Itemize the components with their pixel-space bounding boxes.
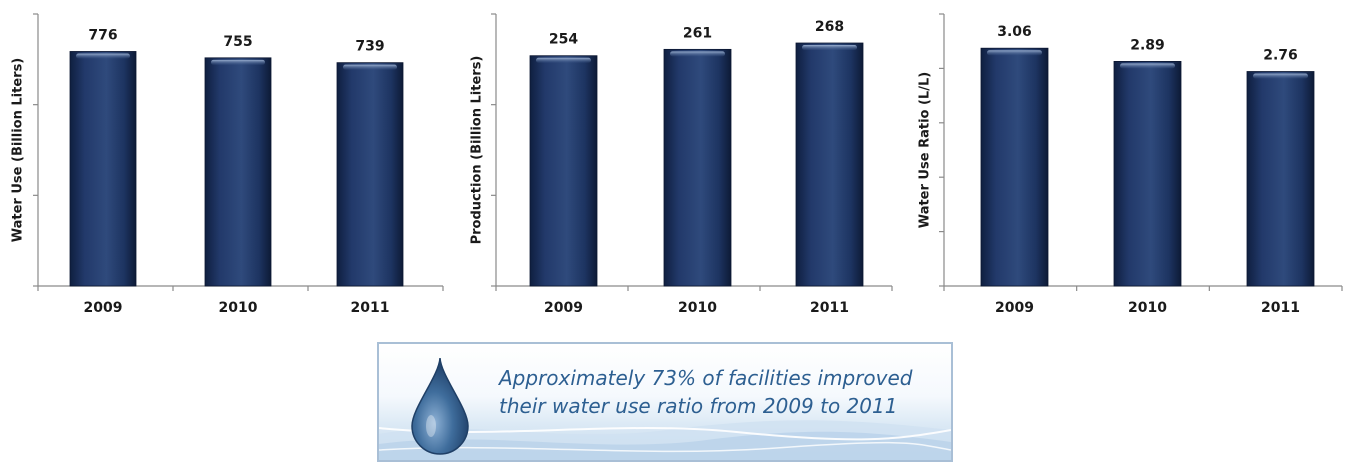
chart-water-use-ratio: Water Use Ratio (L/L) 3.06 2009 2.89 2010 2.7… (918, 13, 1343, 316)
bar-2011 (336, 62, 404, 287)
callout-box: Approximately 73% of facilities improved… (377, 342, 953, 462)
bar-highlight (987, 50, 1042, 56)
bar-highlight (343, 64, 397, 70)
y-axis-label: Water Use (Billion Liters) (11, 58, 26, 243)
bar-highlight (211, 59, 265, 65)
data-label: 755 (223, 34, 252, 50)
water-wave-decoration (379, 420, 951, 460)
chart-water-use: Water Use (Billion Liters) 776 2009 755 2010… (11, 13, 444, 316)
bar-highlight (1253, 73, 1308, 79)
charts-row: Water Use (Billion Liters) 776 2009 755 2010… (11, 13, 1343, 316)
bar-highlight (802, 45, 857, 51)
data-label: 3.06 (997, 24, 1032, 40)
x-tick-label: 2009 (544, 300, 583, 316)
callout-line-1: Approximately 73% of facilities improved (499, 366, 913, 390)
data-label: 268 (815, 19, 844, 35)
bar-highlight (536, 57, 591, 63)
x-tick-label: 2010 (1128, 300, 1167, 316)
data-label: 261 (683, 25, 712, 41)
x-tick-label: 2009 (995, 300, 1034, 316)
bar-2010 (663, 48, 732, 287)
bar-2009 (69, 51, 137, 287)
bar-highlight (670, 51, 725, 57)
data-label: 2.89 (1130, 37, 1165, 53)
data-label: 776 (88, 27, 117, 43)
x-tick-label: 2010 (219, 300, 258, 316)
bar-highlight (1120, 63, 1175, 69)
data-label: 2.76 (1263, 48, 1298, 64)
bar-highlight (76, 53, 130, 59)
x-tick-label: 2011 (351, 300, 390, 316)
chart-production: Production (Billion Liters) 254 2009 261 201… (470, 13, 893, 316)
bar-2011 (795, 42, 864, 287)
callout-line-2: their water use ratio from 2009 to 2011 (499, 394, 898, 418)
x-tick-label: 2011 (810, 300, 849, 316)
y-axis-label: Water Use Ratio (L/L) (918, 72, 933, 228)
x-tick-label: 2009 (84, 300, 123, 316)
callout-text: Approximately 73% of facilities improved… (499, 364, 939, 420)
data-label: 254 (549, 32, 578, 48)
bar-2010 (204, 57, 272, 287)
water-drop-icon (411, 357, 469, 455)
bar-2009 (980, 47, 1049, 287)
data-label: 739 (355, 39, 384, 55)
y-axis-label: Production (Billion Liters) (470, 56, 485, 245)
x-tick-label: 2011 (1261, 300, 1300, 316)
bar-2009 (529, 55, 598, 287)
x-tick-label: 2010 (678, 300, 717, 316)
bar-2010 (1113, 61, 1182, 287)
bar-2011 (1246, 71, 1315, 287)
